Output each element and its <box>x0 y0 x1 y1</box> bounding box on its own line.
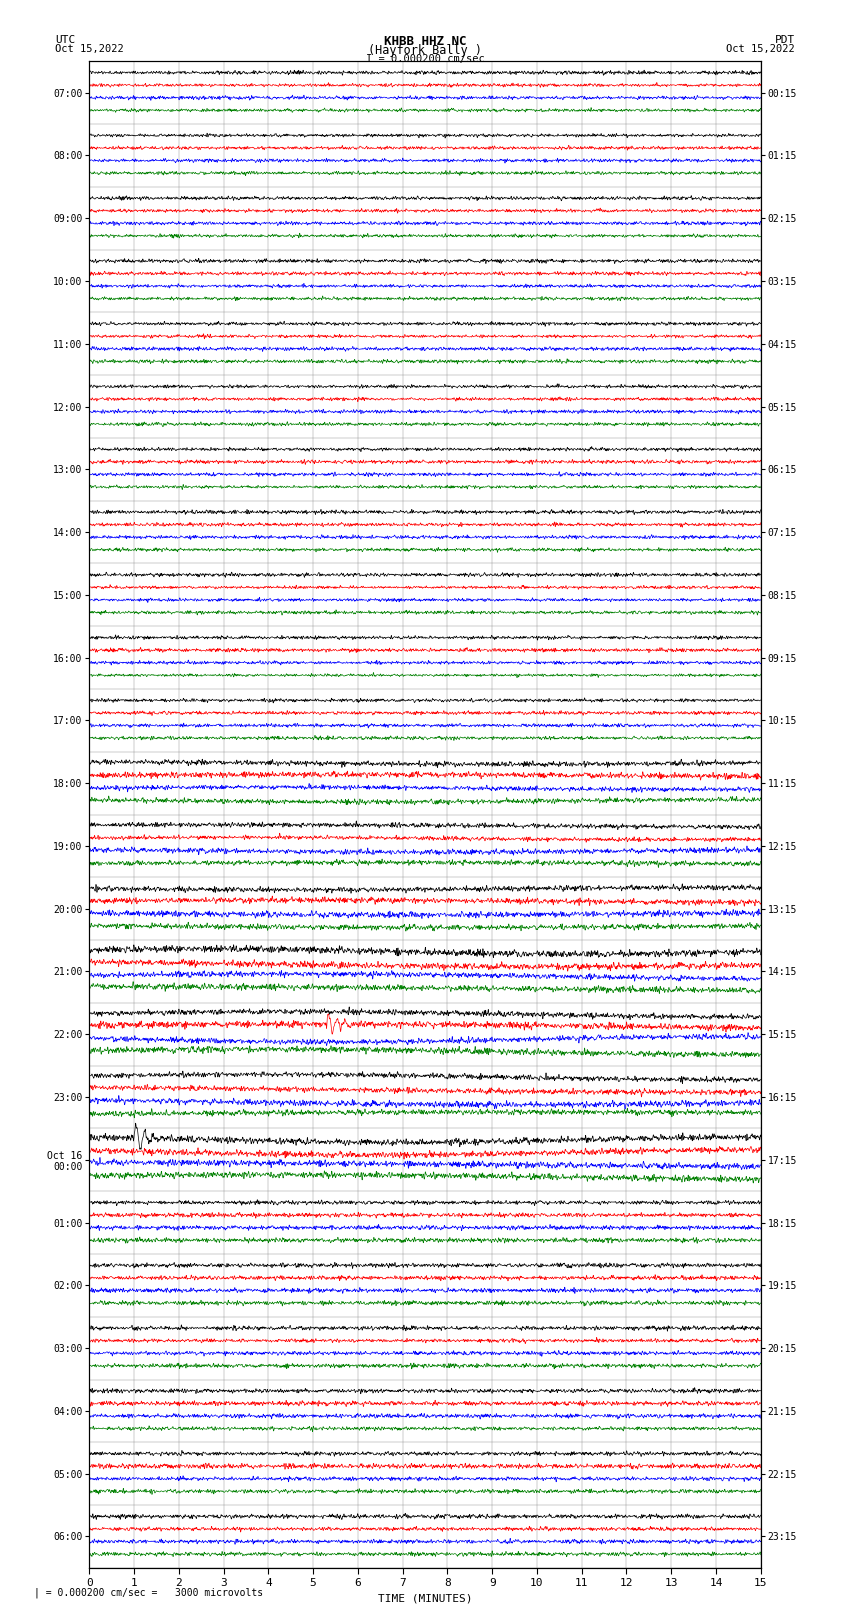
Text: (Hayfork Bally ): (Hayfork Bally ) <box>368 44 482 58</box>
Text: I = 0.000200 cm/sec: I = 0.000200 cm/sec <box>366 53 484 65</box>
Text: PDT: PDT <box>774 35 795 45</box>
Text: Oct 15,2022: Oct 15,2022 <box>726 44 795 53</box>
X-axis label: TIME (MINUTES): TIME (MINUTES) <box>377 1594 473 1603</box>
Text: Oct 15,2022: Oct 15,2022 <box>55 44 124 53</box>
Text: KHBB HHZ NC: KHBB HHZ NC <box>383 35 467 48</box>
Text: UTC: UTC <box>55 35 76 45</box>
Text: | = 0.000200 cm/sec =   3000 microvolts: | = 0.000200 cm/sec = 3000 microvolts <box>34 1587 264 1598</box>
